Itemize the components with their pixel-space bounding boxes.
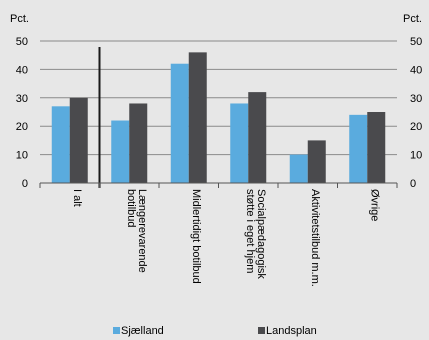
bar-landsplan [367,112,386,183]
legend-swatch [258,327,265,334]
y-tick-label-left: 30 [16,93,28,105]
x-category-label-line: støtte i eget hjem [244,189,256,273]
bar-sjælland [170,63,189,183]
y-tick-label-left: 0 [22,178,28,190]
y-tick-label-left: 50 [16,36,28,48]
x-axis-tick-marks [39,183,398,188]
x-category-label-line: Længerevarende [136,189,148,273]
bar-landsplan [188,52,207,183]
y-tick-label-right: 0 [410,178,416,190]
x-category-label-line: Socialpædagogisk [255,189,267,279]
x-category-label-line: Aktivitetstilbud m.m. [309,189,321,287]
x-category-label-line: botilbud [125,189,137,228]
x-category-label-line: Midlertidigt botilbud [190,189,202,284]
right-y-unit-label: Pct. [403,13,422,25]
legend: Sjælland Landsplan [113,325,317,337]
bar-sjælland [349,114,368,183]
left-y-axis-ticks: 0 10 20 30 40 50 [16,36,28,190]
bar-sjælland [230,103,249,183]
y-tick-label-right: 20 [410,121,422,133]
y-tick-label-left: 10 [16,150,28,162]
legend-swatch [113,327,120,334]
x-category-label-line: I alt [71,189,83,207]
x-category-label: Midlertidigt botilbud [190,189,202,284]
y-tick-label-right: 10 [410,150,422,162]
y-tick-label-left: 40 [16,64,28,76]
bar-sjælland [51,106,70,183]
y-tick-label-right: 40 [410,64,422,76]
bar-series [51,52,386,183]
bar-landsplan [307,140,326,183]
bar-landsplan [248,92,267,183]
y-tick-label-right: 30 [410,93,422,105]
legend-label: Landsplan [266,325,317,337]
x-category-label-line: Øvrige [368,189,380,221]
bar-landsplan [129,103,148,183]
x-category-label: I alt [71,189,83,207]
bar-sjælland [111,120,130,183]
x-category-label: Øvrige [368,189,380,221]
legend-label: Sjælland [121,325,164,337]
left-y-unit-label: Pct. [10,13,29,25]
bar-sjælland [289,154,308,183]
y-tick-label-right: 50 [410,36,422,48]
x-category-label: Aktivitetstilbud m.m. [309,189,321,287]
bar-landsplan [69,97,88,183]
right-y-axis-ticks: 0 10 20 30 40 50 [410,36,422,190]
y-tick-label-left: 20 [16,121,28,133]
gridlines [40,40,397,156]
